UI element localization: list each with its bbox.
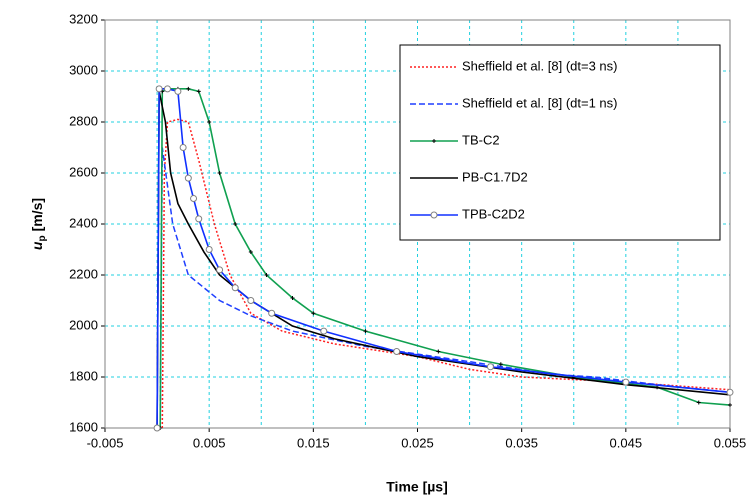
legend-label: TB-C2 bbox=[462, 132, 500, 147]
x-tick-label: 0.025 bbox=[401, 435, 434, 450]
x-tick-label: -0.005 bbox=[87, 435, 124, 450]
marker bbox=[320, 327, 328, 335]
marker bbox=[696, 400, 701, 405]
marker bbox=[436, 349, 441, 354]
y-axis-unit: [m/s] bbox=[29, 198, 45, 231]
marker bbox=[231, 284, 239, 292]
y-tick-label: 3000 bbox=[69, 62, 98, 77]
marker bbox=[233, 222, 238, 226]
legend: Sheffield et al. [8] (dt=3 ns) Sheffield … bbox=[399, 44, 721, 241]
legend-label: Sheffield et al. [8] (dt=1 ns) bbox=[462, 95, 618, 110]
marker bbox=[290, 295, 295, 300]
marker bbox=[186, 86, 191, 91]
marker bbox=[217, 171, 222, 175]
x-axis-title: Time [µs] bbox=[386, 479, 448, 495]
marker bbox=[190, 195, 198, 202]
legend-label: TPB-C2D2 bbox=[462, 206, 525, 221]
marker bbox=[164, 85, 171, 93]
marker bbox=[268, 309, 276, 317]
y-axis-title: up [m/s] bbox=[29, 198, 48, 250]
x-tick-label: 0.015 bbox=[297, 435, 330, 450]
y-tick-label: 1800 bbox=[69, 368, 98, 383]
marker bbox=[195, 215, 203, 223]
x-tick-label: 0.045 bbox=[610, 435, 643, 450]
marker bbox=[216, 266, 224, 274]
marker bbox=[264, 273, 269, 277]
marker bbox=[432, 139, 436, 143]
y-tick-label: 2200 bbox=[69, 266, 98, 281]
marker bbox=[196, 89, 201, 94]
x-tick-label: 0.035 bbox=[505, 435, 538, 450]
y-tick-label: 2600 bbox=[69, 164, 98, 179]
legend-label: Sheffield et al. [8] (dt=3 ns) bbox=[462, 58, 618, 73]
marker bbox=[248, 250, 253, 255]
marker bbox=[498, 362, 503, 367]
y-tick-label: 2000 bbox=[69, 317, 98, 332]
marker bbox=[311, 311, 316, 316]
marker bbox=[726, 388, 734, 396]
legend-label: PB-C1.7D2 bbox=[462, 169, 528, 184]
marker bbox=[205, 246, 213, 253]
y-axis-symbol: u bbox=[29, 241, 45, 250]
marker bbox=[207, 120, 212, 124]
marker bbox=[486, 363, 494, 371]
legend-box bbox=[399, 44, 721, 241]
marker bbox=[622, 378, 630, 386]
y-tick-label: 2400 bbox=[69, 215, 98, 230]
y-tick-label: 2800 bbox=[69, 113, 98, 128]
x-tick-label: 0.055 bbox=[714, 435, 747, 450]
marker bbox=[184, 174, 192, 182]
marker bbox=[174, 87, 182, 95]
y-axis-subscript: p bbox=[37, 235, 48, 241]
y-tick-label: 3200 bbox=[69, 11, 98, 26]
x-tick-label: 0.005 bbox=[193, 435, 226, 450]
marker bbox=[393, 348, 401, 355]
marker bbox=[728, 403, 732, 408]
marker bbox=[155, 85, 163, 93]
series-line bbox=[159, 147, 730, 428]
marker bbox=[430, 211, 438, 219]
marker bbox=[179, 144, 187, 151]
marker bbox=[363, 329, 368, 334]
plot-frame bbox=[104, 19, 731, 429]
marker bbox=[153, 424, 161, 432]
y-tick-label: 1600 bbox=[69, 419, 98, 434]
marker bbox=[247, 297, 255, 304]
